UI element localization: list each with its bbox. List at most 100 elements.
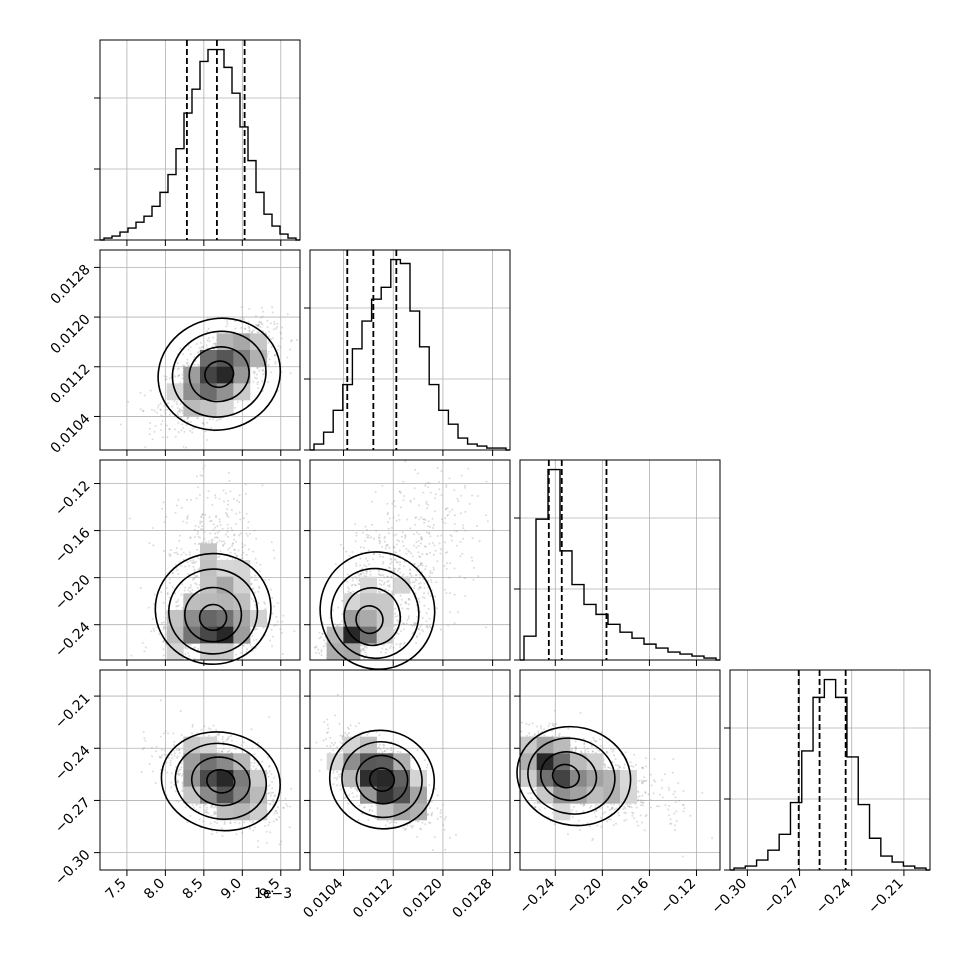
sample-point [381, 545, 383, 548]
density-cell [200, 543, 217, 561]
sample-point [219, 550, 222, 553]
sample-point [184, 565, 187, 568]
sample-point [180, 774, 183, 777]
sample-point [395, 643, 398, 646]
sample-point [250, 628, 252, 631]
sample-point [178, 409, 181, 412]
sample-point [381, 579, 383, 582]
sample-point [193, 356, 196, 359]
sample-point [216, 537, 219, 539]
sample-point [355, 531, 358, 534]
sample-point [255, 638, 258, 641]
sample-point [184, 646, 187, 649]
sample-point [256, 366, 259, 369]
sample-point [384, 651, 387, 654]
sample-point [464, 529, 467, 532]
sample-point [403, 560, 406, 563]
sample-point [206, 439, 209, 441]
sample-point [275, 615, 278, 618]
sample-point [382, 573, 385, 576]
sample-point [257, 323, 260, 326]
sample-point [382, 555, 384, 558]
sample-point [364, 540, 367, 542]
sample-point [384, 547, 387, 550]
sample-point [402, 628, 405, 631]
density-cell [183, 400, 201, 417]
sample-point [260, 321, 263, 324]
sample-point [425, 531, 428, 534]
sample-point [340, 620, 343, 623]
sample-point [189, 353, 192, 356]
sample-point [184, 653, 187, 656]
sample-point [429, 626, 432, 629]
sample-point [413, 624, 416, 627]
sample-point [257, 387, 260, 389]
sample-point [448, 592, 451, 595]
sample-point [174, 428, 176, 431]
sample-point [159, 429, 162, 432]
sample-point [141, 641, 144, 644]
sample-point [386, 502, 389, 505]
sample-point [168, 428, 171, 430]
sample-point [363, 649, 366, 652]
sample-point [187, 586, 190, 589]
sample-point [242, 517, 245, 520]
sample-point [255, 561, 258, 564]
sample-point [445, 567, 448, 570]
sample-point [270, 541, 273, 544]
sample-point [263, 601, 266, 604]
sample-point [257, 590, 260, 593]
sample-point [160, 591, 163, 594]
sample-point [142, 410, 144, 413]
sample-point [396, 615, 399, 617]
sample-point [318, 652, 321, 655]
sample-point [387, 575, 389, 578]
sample-point [180, 564, 183, 567]
sample-point [248, 327, 251, 330]
sample-point [245, 512, 248, 515]
sample-point [280, 632, 283, 634]
sample-point [197, 525, 200, 528]
sample-point [163, 521, 166, 524]
sample-point [201, 422, 204, 424]
sample-point [359, 564, 362, 567]
sample-point [176, 504, 178, 507]
sample-point [402, 565, 405, 568]
sample-point [176, 362, 179, 365]
sample-point [358, 574, 361, 577]
sample-point [173, 551, 176, 554]
sample-point [271, 596, 274, 599]
sample-point [453, 622, 456, 625]
sample-point [273, 320, 276, 323]
sample-point [188, 655, 191, 657]
sample-point [181, 373, 184, 376]
sample-point [444, 517, 447, 520]
sample-point [395, 623, 397, 626]
sample-point [143, 737, 146, 740]
sample-point [426, 624, 429, 627]
sample-point [143, 394, 146, 397]
sample-point [226, 508, 229, 511]
sample-point [259, 325, 262, 328]
sample-point [337, 624, 339, 626]
sample-point [417, 539, 420, 542]
sample-point [169, 549, 172, 551]
sample-point [380, 583, 383, 586]
sample-point [401, 607, 404, 610]
sample-point [362, 572, 365, 575]
sample-point [270, 371, 273, 374]
sample-point [238, 501, 241, 504]
sample-point [162, 654, 165, 657]
sample-point [186, 561, 189, 564]
sample-point [383, 540, 386, 543]
sample-point [462, 537, 465, 540]
sample-point [178, 539, 181, 542]
sample-point [415, 546, 418, 549]
sample-point [196, 586, 199, 589]
sample-point [235, 512, 238, 515]
sample-point [417, 627, 420, 630]
sample-point [216, 541, 219, 544]
sample-point [440, 548, 443, 551]
hist-panel-3 [724, 669, 931, 876]
